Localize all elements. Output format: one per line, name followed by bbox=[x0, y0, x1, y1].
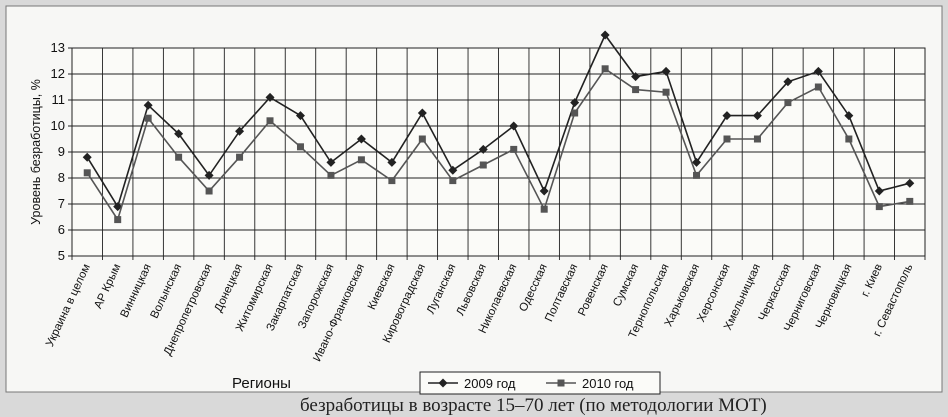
data-point-1 bbox=[295, 111, 305, 121]
y-tick-label: 5 bbox=[58, 248, 65, 263]
data-point-2 bbox=[144, 114, 152, 122]
data-point-1 bbox=[478, 144, 488, 154]
data-point-2 bbox=[175, 153, 183, 161]
figure-caption: безработицы в возрасте 15–70 лет (по мет… bbox=[300, 395, 767, 416]
y-tick-label: 8 bbox=[58, 170, 65, 185]
data-point-1 bbox=[174, 129, 184, 139]
data-point-1 bbox=[631, 72, 641, 82]
series-line-2 bbox=[86, 67, 910, 222]
data-point-2 bbox=[236, 153, 244, 161]
data-point-2 bbox=[784, 99, 792, 107]
data-point-2 bbox=[266, 117, 274, 125]
data-point-1 bbox=[539, 186, 549, 196]
legend-label: 2009 год bbox=[464, 376, 516, 391]
data-point-2 bbox=[327, 171, 335, 179]
data-point-2 bbox=[906, 197, 914, 205]
data-point-1 bbox=[387, 157, 397, 167]
data-point-1 bbox=[143, 100, 153, 110]
data-point-2 bbox=[479, 161, 487, 169]
data-point-2 bbox=[632, 86, 640, 94]
data-point-2 bbox=[693, 171, 701, 179]
data-point-1 bbox=[692, 157, 702, 167]
data-point-1 bbox=[813, 66, 823, 76]
data-point-1 bbox=[570, 98, 580, 108]
y-tick-label: 11 bbox=[52, 92, 66, 107]
y-tick-label: 7 bbox=[58, 196, 65, 211]
data-point-1 bbox=[204, 170, 214, 180]
data-point-2 bbox=[510, 145, 518, 153]
data-point-1 bbox=[600, 30, 610, 40]
data-point-2 bbox=[83, 169, 91, 177]
data-point-2 bbox=[296, 143, 304, 151]
legend-marker bbox=[438, 378, 448, 388]
data-point-2 bbox=[571, 109, 579, 117]
data-point-1 bbox=[844, 111, 854, 121]
data-point-1 bbox=[356, 134, 366, 144]
data-point-1 bbox=[113, 202, 123, 212]
data-point-1 bbox=[874, 186, 884, 196]
data-point-1 bbox=[752, 111, 762, 121]
data-point-2 bbox=[601, 65, 609, 73]
data-point-2 bbox=[662, 88, 670, 96]
legend-label: 2010 год bbox=[582, 376, 634, 391]
data-point-2 bbox=[753, 135, 761, 143]
data-point-1 bbox=[417, 108, 427, 118]
y-tick-label: 12 bbox=[51, 66, 65, 81]
y-axis-title: Уровень безработицы, % bbox=[29, 79, 43, 225]
data-point-1 bbox=[448, 165, 458, 175]
data-point-2 bbox=[540, 205, 548, 213]
y-tick-label: 6 bbox=[58, 222, 65, 237]
data-point-1 bbox=[905, 178, 915, 188]
data-point-1 bbox=[722, 111, 732, 121]
data-point-2 bbox=[205, 187, 213, 195]
data-point-2 bbox=[388, 177, 396, 185]
data-point-1 bbox=[509, 121, 519, 131]
data-point-2 bbox=[845, 135, 853, 143]
data-point-2 bbox=[875, 203, 883, 211]
y-tick-label: 9 bbox=[58, 144, 65, 159]
data-point-2 bbox=[449, 177, 457, 185]
data-point-2 bbox=[418, 135, 426, 143]
data-point-2 bbox=[723, 135, 731, 143]
data-point-1 bbox=[82, 152, 92, 162]
series-line-1 bbox=[86, 33, 910, 209]
legend-marker bbox=[557, 379, 565, 387]
legend-box bbox=[419, 371, 661, 395]
data-point-1 bbox=[235, 126, 245, 136]
x-axis-title: Регионы bbox=[232, 375, 291, 392]
data-point-1 bbox=[265, 92, 275, 102]
y-tick-label: 10 bbox=[51, 118, 65, 133]
data-point-2 bbox=[114, 216, 122, 224]
y-tick-label: 13 bbox=[51, 40, 65, 55]
data-point-2 bbox=[357, 156, 365, 164]
data-point-1 bbox=[661, 66, 671, 76]
data-point-2 bbox=[814, 83, 822, 91]
data-point-1 bbox=[783, 77, 793, 87]
data-point-1 bbox=[326, 157, 336, 167]
